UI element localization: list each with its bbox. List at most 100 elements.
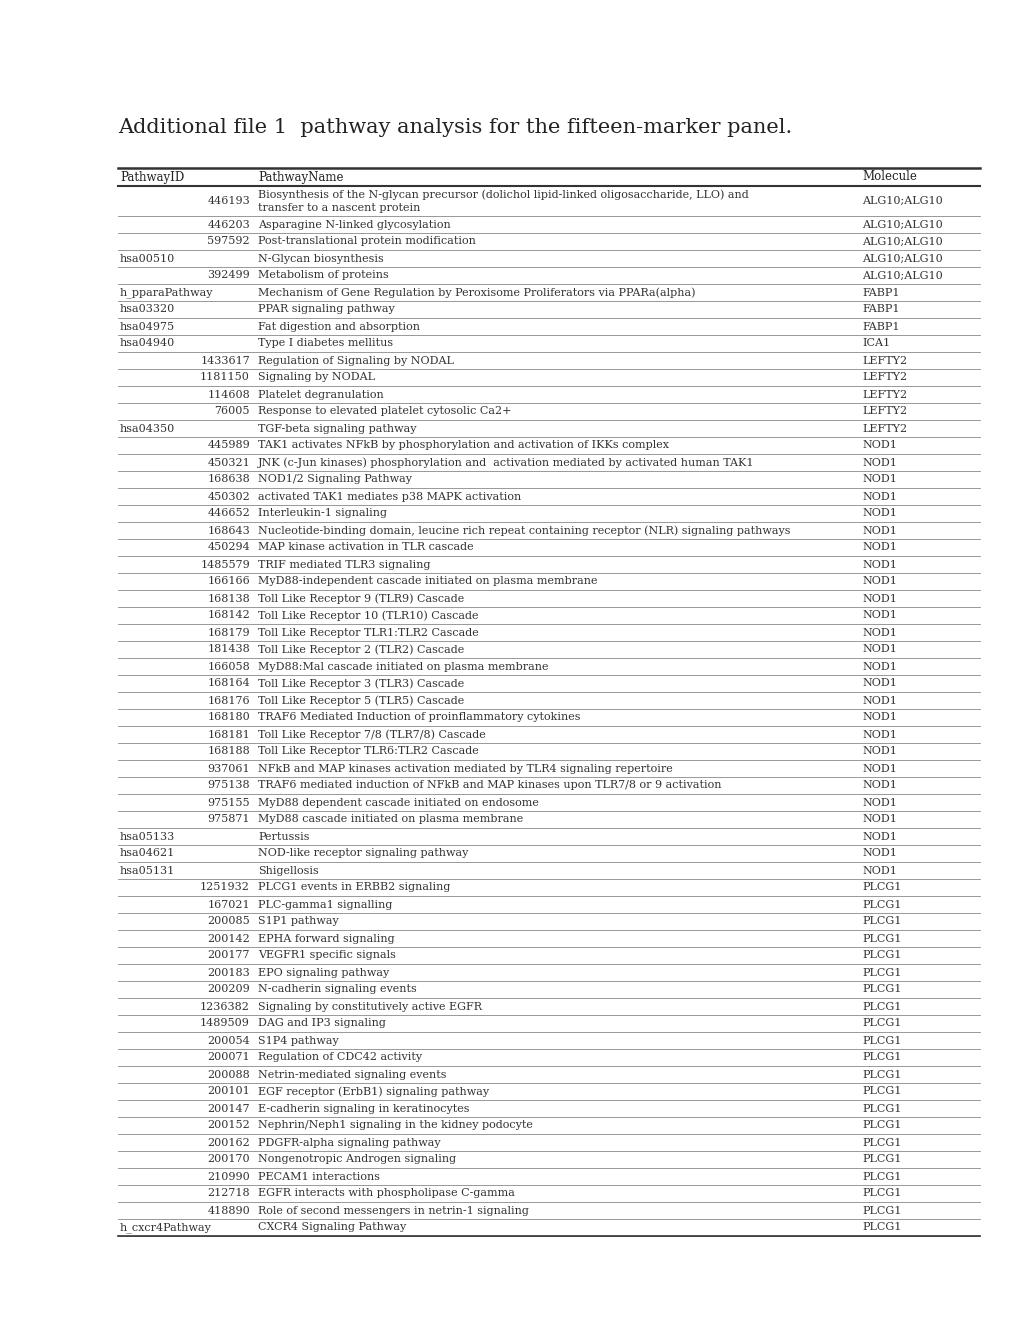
Text: Type I diabetes mellitus: Type I diabetes mellitus <box>258 338 392 348</box>
Text: 168181: 168181 <box>207 730 250 739</box>
Text: hsa05133: hsa05133 <box>120 832 175 842</box>
Text: Toll Like Receptor 10 (TLR10) Cascade: Toll Like Receptor 10 (TLR10) Cascade <box>258 610 478 620</box>
Text: hsa04621: hsa04621 <box>120 849 175 858</box>
Text: PLCG1: PLCG1 <box>861 1069 901 1080</box>
Text: Platelet degranulation: Platelet degranulation <box>258 389 383 400</box>
Text: Nephrin/Neph1 signaling in the kidney podocyte: Nephrin/Neph1 signaling in the kidney po… <box>258 1121 532 1130</box>
Text: S1P4 pathway: S1P4 pathway <box>258 1035 338 1045</box>
Text: Role of second messengers in netrin-1 signaling: Role of second messengers in netrin-1 si… <box>258 1205 529 1216</box>
Text: h_pparaPathway: h_pparaPathway <box>120 288 213 298</box>
Text: 200071: 200071 <box>207 1052 250 1063</box>
Text: PLCG1: PLCG1 <box>861 950 901 961</box>
Text: hsa04975: hsa04975 <box>120 322 175 331</box>
Text: LEFTY2: LEFTY2 <box>861 372 906 383</box>
Text: NOD1: NOD1 <box>861 594 896 603</box>
Text: 166166: 166166 <box>207 577 250 586</box>
Text: NOD1: NOD1 <box>861 696 896 705</box>
Text: ALG10;ALG10: ALG10;ALG10 <box>861 253 942 264</box>
Text: 168188: 168188 <box>207 747 250 756</box>
Text: PLCG1: PLCG1 <box>861 1155 901 1164</box>
Text: PLCG1: PLCG1 <box>861 1138 901 1147</box>
Text: MyD88 dependent cascade initiated on endosome: MyD88 dependent cascade initiated on end… <box>258 797 538 808</box>
Text: NOD1: NOD1 <box>861 627 896 638</box>
Text: 446193: 446193 <box>207 195 250 206</box>
Text: Fat digestion and absorption: Fat digestion and absorption <box>258 322 420 331</box>
Text: EGF receptor (ErbB1) signaling pathway: EGF receptor (ErbB1) signaling pathway <box>258 1086 489 1097</box>
Text: 200162: 200162 <box>207 1138 250 1147</box>
Text: 200170: 200170 <box>207 1155 250 1164</box>
Text: NOD1: NOD1 <box>861 577 896 586</box>
Text: 200142: 200142 <box>207 933 250 944</box>
Text: LEFTY2: LEFTY2 <box>861 389 906 400</box>
Text: PLC-gamma1 signalling: PLC-gamma1 signalling <box>258 899 392 909</box>
Text: Toll Like Receptor 9 (TLR9) Cascade: Toll Like Receptor 9 (TLR9) Cascade <box>258 593 464 603</box>
Text: NOD1: NOD1 <box>861 866 896 875</box>
Text: NOD-like receptor signaling pathway: NOD-like receptor signaling pathway <box>258 849 468 858</box>
Text: DAG and IP3 signaling: DAG and IP3 signaling <box>258 1019 385 1028</box>
Text: 210990: 210990 <box>207 1172 250 1181</box>
Text: 114608: 114608 <box>207 389 250 400</box>
Text: N-Glycan biosynthesis: N-Glycan biosynthesis <box>258 253 383 264</box>
Text: TRAF6 mediated induction of NFkB and MAP kinases upon TLR7/8 or 9 activation: TRAF6 mediated induction of NFkB and MAP… <box>258 780 720 791</box>
Text: 168176: 168176 <box>207 696 250 705</box>
Text: NOD1: NOD1 <box>861 814 896 825</box>
Text: LEFTY2: LEFTY2 <box>861 424 906 433</box>
Text: Asparagine N-linked glycosylation: Asparagine N-linked glycosylation <box>258 219 450 230</box>
Text: 200183: 200183 <box>207 968 250 978</box>
Text: PLCG1: PLCG1 <box>861 1052 901 1063</box>
Text: VEGFR1 specific signals: VEGFR1 specific signals <box>258 950 395 961</box>
Text: EPO signaling pathway: EPO signaling pathway <box>258 968 389 978</box>
Text: MyD88 cascade initiated on plasma membrane: MyD88 cascade initiated on plasma membra… <box>258 814 523 825</box>
Text: NOD1: NOD1 <box>861 661 896 672</box>
Text: 168164: 168164 <box>207 678 250 689</box>
Text: TAK1 activates NFkB by phosphorylation and activation of IKKs complex: TAK1 activates NFkB by phosphorylation a… <box>258 441 668 450</box>
Text: 200101: 200101 <box>207 1086 250 1097</box>
Text: NOD1: NOD1 <box>861 763 896 774</box>
Text: ALG10;ALG10: ALG10;ALG10 <box>861 271 942 281</box>
Text: 937061: 937061 <box>207 763 250 774</box>
Text: 1236382: 1236382 <box>200 1002 250 1011</box>
Text: hsa04350: hsa04350 <box>120 424 175 433</box>
Text: 168638: 168638 <box>207 474 250 484</box>
Text: NOD1: NOD1 <box>861 747 896 756</box>
Text: hsa04940: hsa04940 <box>120 338 175 348</box>
Text: Response to elevated platelet cytosolic Ca2+: Response to elevated platelet cytosolic … <box>258 407 511 417</box>
Text: PECAM1 interactions: PECAM1 interactions <box>258 1172 380 1181</box>
Text: 446203: 446203 <box>207 219 250 230</box>
Text: PLCG1: PLCG1 <box>861 1035 901 1045</box>
Text: PathwayName: PathwayName <box>258 170 343 183</box>
Text: 168180: 168180 <box>207 713 250 722</box>
Text: Nucleotide-binding domain, leucine rich repeat containing receptor (NLR) signali: Nucleotide-binding domain, leucine rich … <box>258 525 790 536</box>
Text: Regulation of Signaling by NODAL: Regulation of Signaling by NODAL <box>258 355 453 366</box>
Text: 200085: 200085 <box>207 916 250 927</box>
Text: 975155: 975155 <box>207 797 250 808</box>
Text: hsa05131: hsa05131 <box>120 866 175 875</box>
Text: 200209: 200209 <box>207 985 250 994</box>
Text: hsa00510: hsa00510 <box>120 253 175 264</box>
Text: JNK (c-Jun kinases) phosphorylation and  activation mediated by activated human : JNK (c-Jun kinases) phosphorylation and … <box>258 457 754 467</box>
Text: NOD1: NOD1 <box>861 560 896 569</box>
Text: 975871: 975871 <box>207 814 250 825</box>
Text: PLCG1: PLCG1 <box>861 1172 901 1181</box>
Text: Pertussis: Pertussis <box>258 832 309 842</box>
Text: PLCG1: PLCG1 <box>861 916 901 927</box>
Text: CXCR4 Signaling Pathway: CXCR4 Signaling Pathway <box>258 1222 406 1233</box>
Text: Additional file 1  pathway analysis for the fifteen-marker panel.: Additional file 1 pathway analysis for t… <box>118 117 792 137</box>
Text: NOD1: NOD1 <box>861 849 896 858</box>
Text: TRAF6 Mediated Induction of proinflammatory cytokines: TRAF6 Mediated Induction of proinflammat… <box>258 713 580 722</box>
Text: Signaling by NODAL: Signaling by NODAL <box>258 372 375 383</box>
Text: PLCG1 events in ERBB2 signaling: PLCG1 events in ERBB2 signaling <box>258 883 450 892</box>
Text: S1P1 pathway: S1P1 pathway <box>258 916 338 927</box>
Text: Metabolism of proteins: Metabolism of proteins <box>258 271 388 281</box>
Text: TRIF mediated TLR3 signaling: TRIF mediated TLR3 signaling <box>258 560 430 569</box>
Text: Toll Like Receptor TLR1:TLR2 Cascade: Toll Like Receptor TLR1:TLR2 Cascade <box>258 627 478 638</box>
Text: ALG10;ALG10: ALG10;ALG10 <box>861 219 942 230</box>
Text: activated TAK1 mediates p38 MAPK activation: activated TAK1 mediates p38 MAPK activat… <box>258 491 521 502</box>
Text: 445989: 445989 <box>207 441 250 450</box>
Text: 200177: 200177 <box>207 950 250 961</box>
Text: PLCG1: PLCG1 <box>861 1086 901 1097</box>
Text: FABP1: FABP1 <box>861 322 899 331</box>
Text: PLCG1: PLCG1 <box>861 899 901 909</box>
Text: 200088: 200088 <box>207 1069 250 1080</box>
Text: PLCG1: PLCG1 <box>861 1205 901 1216</box>
